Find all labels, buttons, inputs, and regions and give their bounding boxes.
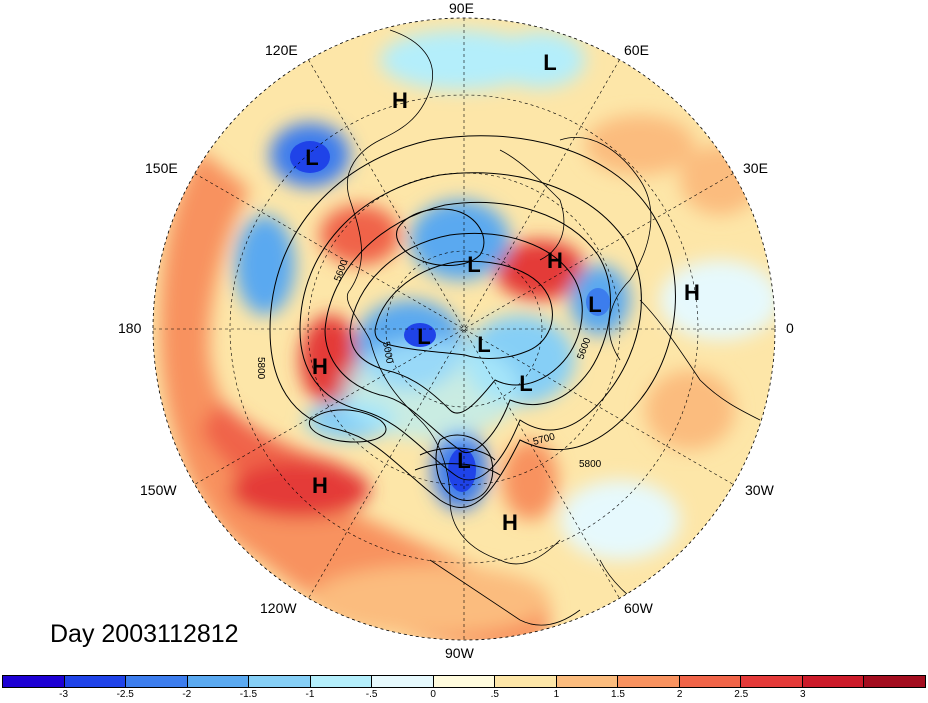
colorbar-swatch: [556, 676, 619, 687]
pressure-center-high: H: [502, 510, 518, 535]
colorbar-tick-label: -3: [59, 689, 69, 700]
colorbar-tick-label: .5: [490, 689, 499, 700]
colorbar-swatch: [864, 676, 925, 687]
colorbar-tick-label: 1.5: [611, 689, 625, 700]
colorbar-swatch: [310, 676, 373, 687]
contour-label: 5000: [380, 341, 395, 365]
longitude-label-60w: 60W: [624, 600, 653, 616]
graticule: [153, 18, 775, 640]
pressure-center-high: H: [684, 280, 700, 305]
longitude-label-150e: 150E: [145, 160, 178, 176]
longitude-label-150w: 150W: [140, 482, 177, 498]
colorbar-swatch: [187, 676, 250, 687]
longitude-label-0: 0: [786, 320, 794, 336]
longitude-label-60e: 60E: [624, 42, 649, 58]
pressure-center-low: L: [417, 324, 430, 349]
map-title: Day 2003112812: [50, 620, 239, 648]
pressure-center-low: L: [477, 332, 490, 357]
colorbar-swatch: [802, 676, 865, 687]
pressure-center-high: H: [392, 88, 408, 113]
pressure-center-high: H: [312, 473, 328, 498]
colorbar-swatch: [433, 676, 496, 687]
longitude-label-30e: 30E: [743, 160, 768, 176]
map-boundary: [152, 17, 776, 641]
pressure-center-low: L: [543, 50, 556, 75]
coastlines: [346, 29, 761, 626]
longitude-label-180: 180: [118, 320, 142, 336]
pressure-center-high: H: [547, 248, 563, 273]
colorbar-tick-label: -2: [182, 689, 192, 700]
longitude-label-30w: 30W: [745, 482, 774, 498]
colorbar-swatch: [741, 676, 803, 687]
colorbar-tick-label: -1.5: [239, 689, 258, 700]
colorbar: [2, 675, 926, 688]
colorbar-tick-label: 2: [676, 689, 683, 700]
pressure-center-high: H: [312, 354, 328, 379]
colorbar-tick-label: -1: [305, 689, 315, 700]
longitude-label-90w: 90W: [445, 645, 474, 661]
colorbar-swatch: [679, 676, 742, 687]
anomaly-field: [153, 18, 775, 640]
colorbar-swatch: [249, 676, 311, 687]
colorbar-tick-label: 3: [800, 689, 806, 700]
colorbar-swatch: [495, 676, 557, 687]
longitude-label-120e: 120E: [265, 42, 298, 58]
colorbar-swatch: [64, 676, 127, 687]
colorbar-swatch: [126, 676, 188, 687]
pressure-centers: L H H L L H L H L L L H L H: [305, 50, 700, 535]
colorbar-swatch: [618, 676, 680, 687]
colorbar-swatch: [372, 676, 434, 687]
pressure-center-low: L: [588, 292, 601, 317]
contour-label: 5800: [579, 459, 602, 470]
pressure-center-low: L: [467, 252, 480, 277]
colorbar-tick-label: 0: [430, 689, 436, 700]
pressure-center-low: L: [305, 145, 318, 170]
polar-map: L H H L L H L H L L L H L H 5600 5600 50…: [152, 17, 776, 641]
longitude-label-90e: 90E: [449, 0, 474, 16]
pressure-center-low: L: [457, 448, 470, 473]
contour-label: 5800: [255, 357, 266, 380]
longitude-label-120w: 120W: [260, 600, 297, 616]
colorbar-tick-label: 1: [553, 689, 560, 700]
colorbar-swatch: [3, 676, 65, 687]
pressure-center-low: L: [519, 371, 532, 396]
colorbar-tick-label: -2.5: [116, 689, 134, 700]
colorbar-ticks: -3 -2.5 -2 -1.5 -1 -.5 0 .5 1 1.5 2 2.5 3: [0, 689, 928, 703]
colorbar-tick-label: 2.5: [734, 689, 749, 700]
colorbar-tick-label: -.5: [365, 689, 378, 700]
